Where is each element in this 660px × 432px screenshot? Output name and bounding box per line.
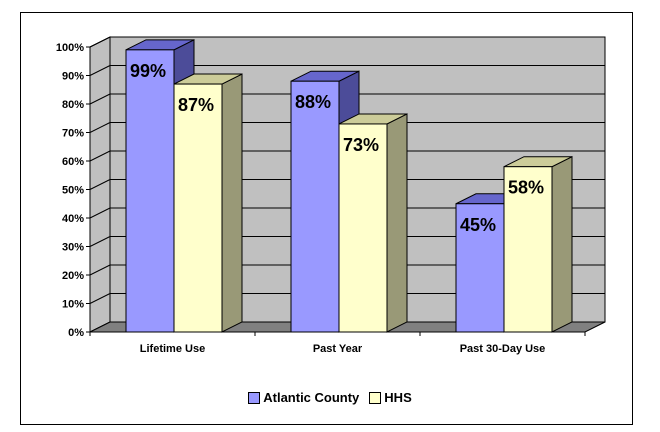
bar-side-hhs (386, 113, 408, 333)
y-tick-label: 20% (62, 270, 84, 282)
x-tick-label: Lifetime Use (140, 343, 205, 355)
bar-atlantic-county (125, 49, 175, 333)
data-label: 99% (130, 61, 166, 81)
y-tick-label: 40% (62, 213, 84, 225)
data-label: 87% (178, 95, 214, 115)
legend-swatch-hhs (369, 391, 382, 404)
gridline-side (89, 179, 111, 190)
y-tick-label: 0% (68, 327, 84, 339)
gridline-side (89, 36, 111, 48)
bar-side-hhs (221, 73, 243, 333)
y-tick-label: 10% (62, 299, 84, 311)
legend-label-hhs: HHS (384, 390, 412, 405)
bar-hhs (338, 123, 388, 333)
bar-atlantic-county (290, 80, 340, 333)
chart-legend: Atlantic County HHS (0, 390, 660, 405)
y-tick-label: 30% (62, 242, 84, 254)
data-label: 73% (343, 135, 379, 155)
data-label: 45% (460, 215, 496, 235)
gridline-side (89, 150, 111, 162)
y-tick-label: 70% (62, 128, 84, 140)
legend-label-atlantic-county: Atlantic County (263, 390, 360, 405)
y-tick-label: 100% (56, 42, 84, 54)
bar-atlantic-county (455, 203, 505, 333)
data-label: 88% (295, 92, 331, 112)
gridline-side (89, 264, 111, 276)
gridline-side (89, 122, 111, 133)
legend-item-atlantic-county: Atlantic County (248, 390, 359, 405)
legend-item-hhs: HHS (369, 390, 412, 405)
bar-hhs (173, 83, 223, 333)
gridline-side (89, 207, 111, 219)
y-tick-label: 50% (62, 185, 84, 197)
bar-side-hhs (551, 155, 573, 333)
gridline-side (89, 236, 111, 247)
gridline-side (89, 293, 111, 304)
x-tick-label: Past Year (313, 343, 363, 355)
gridline-side (89, 93, 111, 105)
y-tick-label: 60% (62, 156, 84, 168)
bar-hhs (503, 166, 553, 333)
y-tick-label: 80% (62, 99, 84, 111)
data-label: 58% (508, 178, 544, 198)
x-tick-label: Past 30-Day Use (460, 343, 546, 355)
legend-swatch-atlantic-county (248, 391, 261, 404)
y-tick-label: 90% (62, 71, 84, 83)
gridline-side (89, 65, 111, 76)
